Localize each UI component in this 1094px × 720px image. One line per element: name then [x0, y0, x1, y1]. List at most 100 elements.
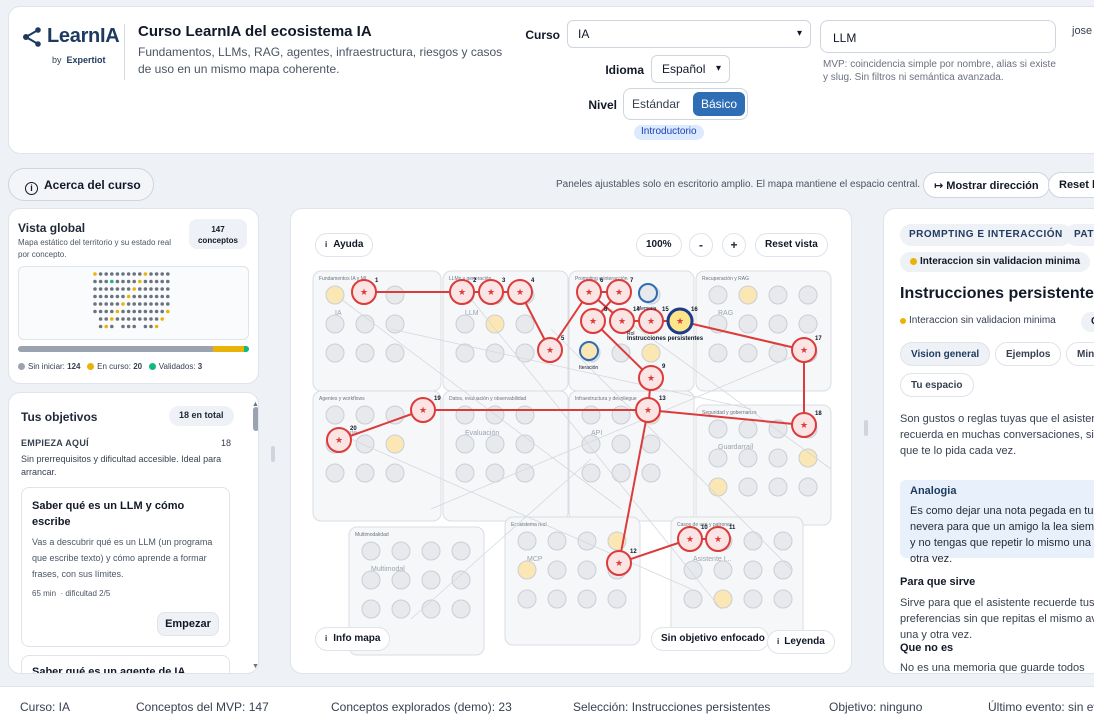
concept-node[interactable] — [421, 541, 441, 561]
route-node[interactable] — [705, 526, 731, 552]
route-node[interactable] — [638, 365, 664, 391]
concept-node[interactable] — [611, 405, 631, 425]
tab-vision-general[interactable]: Vision general — [900, 342, 991, 366]
concept-node[interactable] — [738, 477, 758, 497]
help-button[interactable]: i Ayuda — [315, 233, 374, 257]
concept-node[interactable] — [485, 343, 505, 363]
scroll-up-icon[interactable]: ▲ — [252, 401, 259, 408]
concept-node[interactable] — [355, 314, 375, 334]
concept-node[interactable] — [581, 463, 601, 483]
user-name[interactable]: jose — [1072, 25, 1093, 37]
zoom-level[interactable]: 100% — [636, 233, 682, 257]
tab-min[interactable]: Min — [1066, 342, 1094, 366]
concept-node[interactable] — [451, 541, 471, 561]
concept-node[interactable] — [581, 405, 601, 425]
show-direction-button[interactable]: ↦ Mostrar dirección — [923, 172, 1050, 198]
concept-node[interactable] — [355, 434, 375, 454]
legend-button[interactable]: i Leyenda — [767, 630, 835, 654]
concept-node[interactable] — [738, 343, 758, 363]
concept-node[interactable] — [768, 448, 788, 468]
concept-node[interactable] — [325, 314, 345, 334]
route-node[interactable] — [507, 279, 533, 305]
concept-node[interactable] — [485, 314, 505, 334]
route-node[interactable] — [537, 337, 563, 363]
route-node[interactable] — [351, 279, 377, 305]
route-node[interactable] — [606, 279, 632, 305]
right-resize-handle[interactable] — [864, 420, 868, 436]
concept-node[interactable] — [385, 463, 405, 483]
concept-node[interactable] — [768, 343, 788, 363]
about-course-button[interactable]: i Acerca del curso — [8, 168, 154, 201]
concept-node[interactable] — [713, 560, 733, 580]
scrollbar[interactable]: ▲ ▼ — [251, 401, 259, 671]
concept-node[interactable] — [743, 531, 763, 551]
concept-node[interactable] — [577, 560, 597, 580]
route-node[interactable] — [478, 279, 504, 305]
concept-node[interactable] — [708, 419, 728, 439]
concept-node[interactable] — [385, 434, 405, 454]
reset-view-button[interactable]: Reset vista — [755, 233, 828, 257]
concept-node[interactable] — [385, 343, 405, 363]
concept-node[interactable] — [325, 343, 345, 363]
concept-node[interactable] — [611, 463, 631, 483]
concept-node[interactable] — [515, 314, 535, 334]
scroll-down-icon[interactable]: ▼ — [252, 663, 259, 670]
nivel-option-estandar[interactable]: Estándar — [632, 97, 681, 111]
concept-node[interactable] — [355, 343, 375, 363]
tab-tu-espacio[interactable]: Tu espacio — [900, 373, 974, 397]
concept-node[interactable] — [355, 463, 375, 483]
nivel-option-basico[interactable]: Básico — [693, 92, 745, 116]
objective-card[interactable]: Saber qué es un LLM y cómo escribe Vas a… — [21, 487, 230, 647]
concept-node[interactable] — [743, 589, 763, 609]
concept-node[interactable] — [607, 589, 627, 609]
route-node[interactable] — [609, 308, 635, 334]
concept-node[interactable] — [641, 434, 661, 454]
concept-node[interactable] — [768, 314, 788, 334]
concept-node[interactable] — [798, 285, 818, 305]
concept-node[interactable] — [738, 285, 758, 305]
concept-node[interactable] — [385, 405, 405, 425]
route-node[interactable] — [677, 526, 703, 552]
concept-node[interactable] — [455, 343, 475, 363]
zoom-in-button[interactable]: + — [722, 233, 746, 257]
concept-node[interactable] — [798, 314, 818, 334]
concept-node[interactable] — [708, 285, 728, 305]
concept-node[interactable] — [708, 343, 728, 363]
concept-node[interactable] — [547, 531, 567, 551]
concept-node[interactable] — [391, 599, 411, 619]
concept-node[interactable] — [361, 570, 381, 590]
concept-node[interactable] — [773, 560, 793, 580]
route-node[interactable] — [410, 397, 436, 423]
focused-objective-button[interactable]: Sin objetivo enfocado c — [651, 627, 769, 651]
concept-node[interactable] — [641, 343, 661, 363]
concept-node[interactable] — [798, 448, 818, 468]
scroll-thumb[interactable] — [253, 407, 258, 431]
concept-node[interactable] — [391, 541, 411, 561]
concept-node[interactable] — [577, 589, 597, 609]
concept-node[interactable] — [517, 531, 537, 551]
concept-node[interactable] — [455, 314, 475, 334]
concept-node[interactable] — [798, 477, 818, 497]
concept-node[interactable] — [385, 285, 405, 305]
route-node[interactable] — [576, 279, 602, 305]
concept-node[interactable] — [638, 283, 658, 303]
concept-node[interactable] — [451, 570, 471, 590]
concept-node[interactable] — [451, 599, 471, 619]
concept-node[interactable] — [611, 434, 631, 454]
concept-node[interactable] — [391, 570, 411, 590]
concept-node[interactable] — [355, 405, 375, 425]
concept-node[interactable] — [485, 434, 505, 454]
route-node[interactable] — [326, 427, 352, 453]
route-node[interactable] — [606, 550, 632, 576]
concept-node[interactable] — [455, 405, 475, 425]
concept-node[interactable] — [708, 477, 728, 497]
minimap[interactable] — [18, 266, 249, 340]
concept-node[interactable] — [455, 463, 475, 483]
zoom-out-button[interactable]: - — [689, 233, 713, 257]
concept-node[interactable] — [773, 531, 793, 551]
concept-node[interactable] — [683, 589, 703, 609]
search-input[interactable]: LLM — [820, 20, 1056, 53]
concept-node[interactable] — [361, 599, 381, 619]
concept-node[interactable] — [515, 405, 535, 425]
concept-node[interactable] — [738, 314, 758, 334]
